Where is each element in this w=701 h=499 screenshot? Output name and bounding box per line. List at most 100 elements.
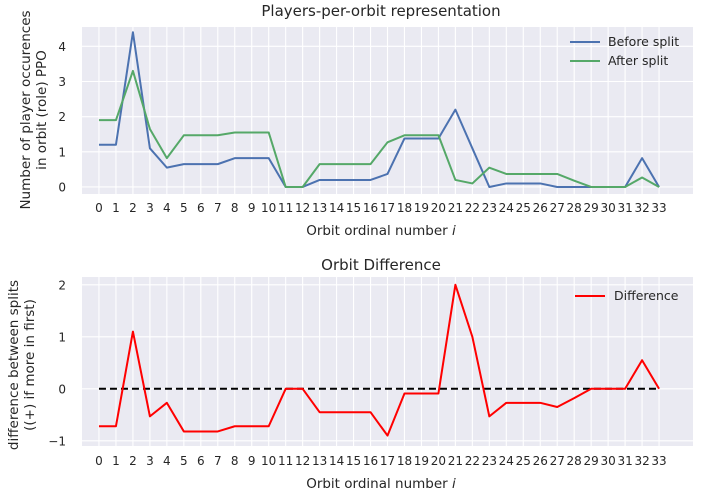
y-tick-label: 2 [58,278,66,292]
legend-label-before-split: Before split [608,34,679,49]
x-tick-label: 3 [146,201,154,215]
x-tick-label: 16 [363,201,378,215]
x-tick-label: 25 [516,454,531,468]
x-tick-label: 5 [180,454,188,468]
x-tick-label: 28 [567,201,582,215]
x-tick-label: 18 [397,201,412,215]
y-axis-label-line-1: difference between splits [6,280,22,450]
x-tick-label: 19 [414,454,429,468]
legend: Difference [575,288,679,303]
legend-label-difference: Difference [614,288,679,303]
y-tick-label: 3 [58,75,66,89]
legend-label-after-split: After split [608,53,668,68]
x-tick-label: 15 [346,201,361,215]
x-tick-label: 6 [197,454,205,468]
x-tick-label: 3 [146,454,154,468]
x-tick-label: 0 [95,201,103,215]
x-tick-label: 6 [197,201,205,215]
x-tick-label: 2 [129,454,137,468]
chart-orbit-difference: 0 1 2 3 4 5 6 7 8 9 10 11 12 13 14 15 16 17 18 19 20 21 22 23 24… [6,256,693,492]
x-tick-label: 11 [278,454,293,468]
series-line-difference [98,283,660,437]
x-tick-label: 5 [180,201,188,215]
y-axis-label-line-1: Number of player occurences [18,10,34,209]
x-tick-label: 10 [261,454,276,468]
x-tick-label: 19 [414,201,429,215]
x-tick-label: 26 [533,201,548,215]
tick-labels: 0 1 2 3 4 5 6 7 8 9 10 11 12 13 14 15 16 17 18 19 20 21 22 23 24… [58,40,666,215]
x-tick-label: 32 [634,454,649,468]
chart-title: Players-per-orbit representation [261,2,500,20]
x-tick-label: 4 [163,454,171,468]
x-tick-label: 24 [499,454,514,468]
x-tick-label: 30 [600,201,615,215]
x-tick-label: 29 [584,201,599,215]
x-tick-label: 14 [329,201,344,215]
x-tick-label: 22 [465,454,480,468]
series-layer [98,283,660,437]
x-tick-label: 9 [248,454,256,468]
y-tick-label: 1 [58,330,66,344]
x-tick-label: 20 [431,201,446,215]
series-layer [98,31,660,188]
tick-labels: 0 1 2 3 4 5 6 7 8 9 10 11 12 13 14 15 16 17 18 19 20 21 22 23 24… [48,278,666,468]
x-tick-label: 31 [617,201,632,215]
x-tick-label: 9 [248,201,256,215]
x-tick-label: 12 [295,454,310,468]
x-tick-label: 24 [499,201,514,215]
x-tick-label: 23 [482,454,497,468]
x-tick-label: 7 [214,201,222,215]
x-tick-label: 21 [448,201,463,215]
x-tick-label: 8 [231,454,239,468]
x-tick-label: 13 [312,454,327,468]
x-tick-label: 32 [634,201,649,215]
x-tick-label: 33 [651,454,666,468]
chart-players-per-orbit: 0 1 2 3 4 5 6 7 8 9 10 11 12 13 14 15 16 17 18 19 20 21 22 23 24… [18,2,693,239]
x-tick-label: 11 [278,201,293,215]
x-tick-label: 12 [295,201,310,215]
y-tick-label: 1 [58,145,66,159]
gridlines [82,277,693,446]
x-tick-label: 31 [617,454,632,468]
chart-title: Orbit Difference [321,256,441,274]
x-tick-label: 8 [231,201,239,215]
x-tick-label: 28 [567,454,582,468]
x-tick-label: 2 [129,201,137,215]
x-tick-label: 27 [550,201,565,215]
y-tick-label: −1 [48,434,66,448]
x-tick-label: 17 [380,201,395,215]
x-tick-label: 26 [533,454,548,468]
x-tick-label: 0 [95,454,103,468]
x-tick-label: 16 [363,454,378,468]
x-tick-label: 27 [550,454,565,468]
x-tick-label: 20 [431,454,446,468]
x-tick-label: 21 [448,454,463,468]
x-tick-label: 23 [482,201,497,215]
y-tick-label: 0 [58,180,66,194]
y-axis-label-line-2: in orbit (role) PPO [34,50,50,170]
x-tick-label: 29 [584,454,599,468]
x-tick-label: 17 [380,454,395,468]
x-tick-label: 10 [261,201,276,215]
x-tick-label: 1 [112,201,120,215]
y-tick-label: 0 [58,382,66,396]
series-line-before-split [98,31,660,188]
x-tick-label: 14 [329,454,344,468]
x-tick-label: 13 [312,201,327,215]
x-tick-label: 4 [163,201,171,215]
y-axis-label-line-2: ((+) if more in first) [22,299,38,431]
x-axis-label: Orbit ordinal number i [306,223,456,239]
x-tick-label: 25 [516,201,531,215]
series-line-after-split [98,69,660,188]
y-tick-label: 2 [58,110,66,124]
x-tick-label: 7 [214,454,222,468]
x-tick-label: 33 [651,201,666,215]
x-tick-label: 22 [465,201,480,215]
x-tick-label: 15 [346,454,361,468]
x-tick-label: 1 [112,454,120,468]
legend: Before split After split [570,34,679,68]
x-tick-label: 30 [600,454,615,468]
x-tick-label: 18 [397,454,412,468]
y-tick-label: 4 [58,40,66,54]
